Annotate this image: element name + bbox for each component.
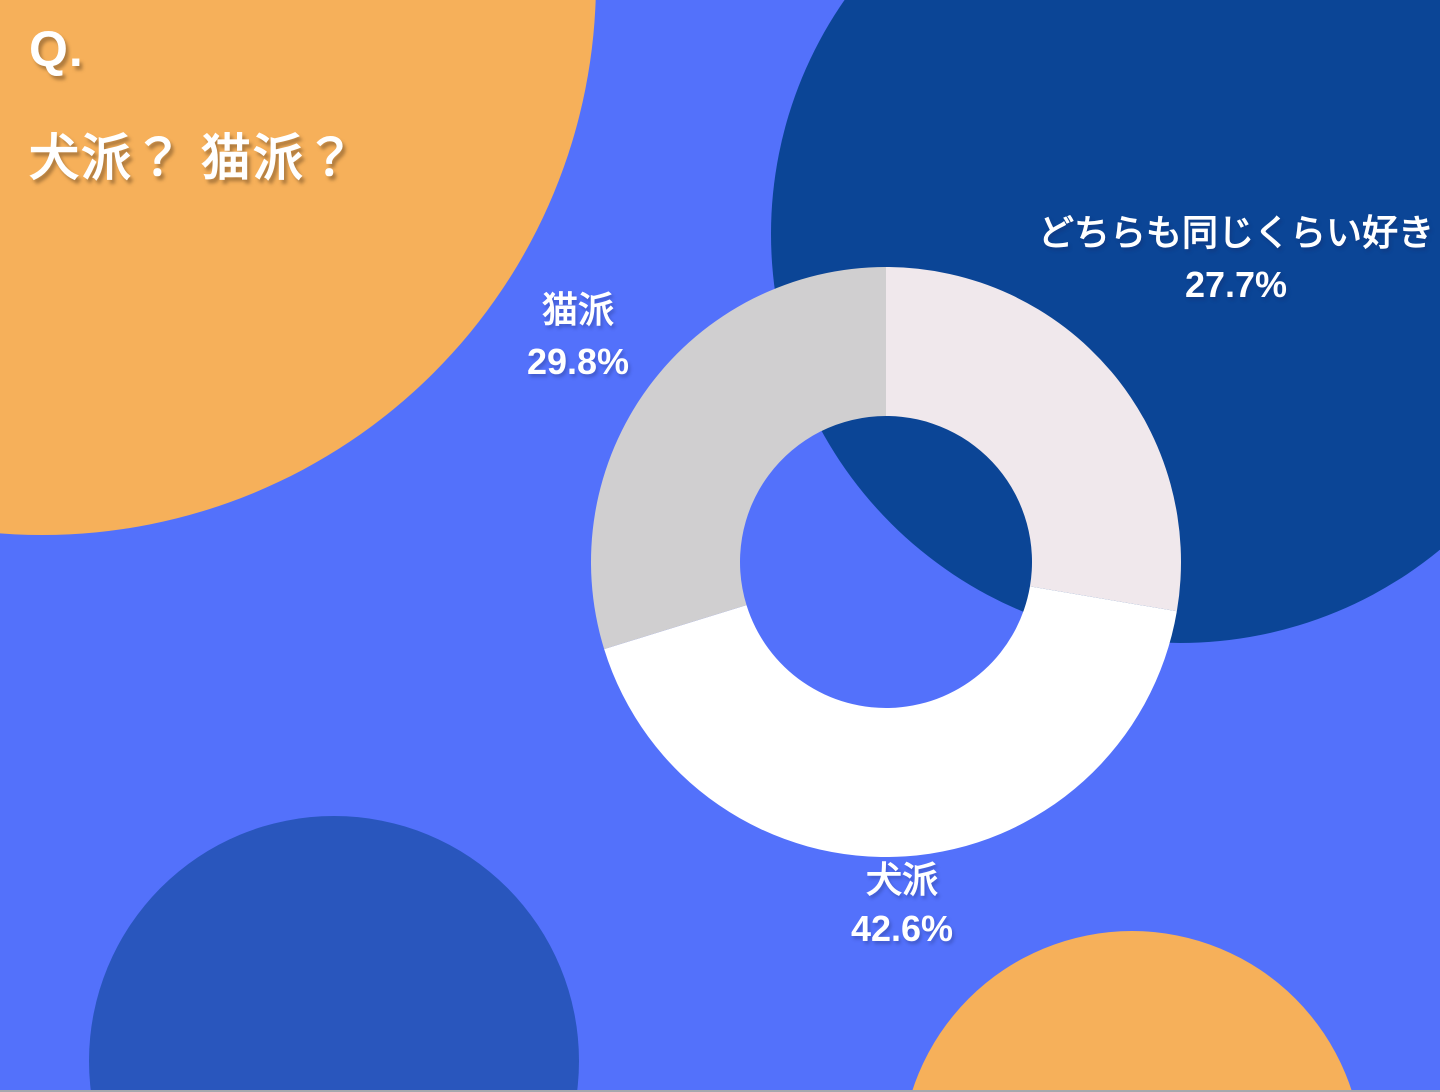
page-title: 犬派？ 猫派？ <box>29 130 357 186</box>
bottom-edge-strip <box>0 1090 1440 1092</box>
segment-label-cat-faction: 猫派 29.8% <box>527 284 629 388</box>
segment-label-both-equally-name: どちらも同じくらい好き <box>1037 212 1435 253</box>
segment-label-dog-faction-value: 42.6% <box>850 908 954 949</box>
segment-label-dog-faction: 犬派 42.6% <box>851 855 953 953</box>
question-prefix-label: Q. <box>29 21 84 77</box>
segment-label-cat-faction-value: 29.8% <box>526 341 630 382</box>
donut-segment-cat-faction <box>590 267 886 650</box>
segment-label-both-equally: どちらも同じくらい好き 27.7% <box>1038 207 1434 311</box>
donut-segment-dog-faction <box>604 586 1177 858</box>
segment-label-both-equally-value: 27.7% <box>1184 264 1288 305</box>
donut-segment-both-equally <box>886 267 1181 612</box>
segment-label-cat-faction-name: 猫派 <box>541 289 615 330</box>
segment-label-dog-faction-name: 犬派 <box>865 859 939 900</box>
